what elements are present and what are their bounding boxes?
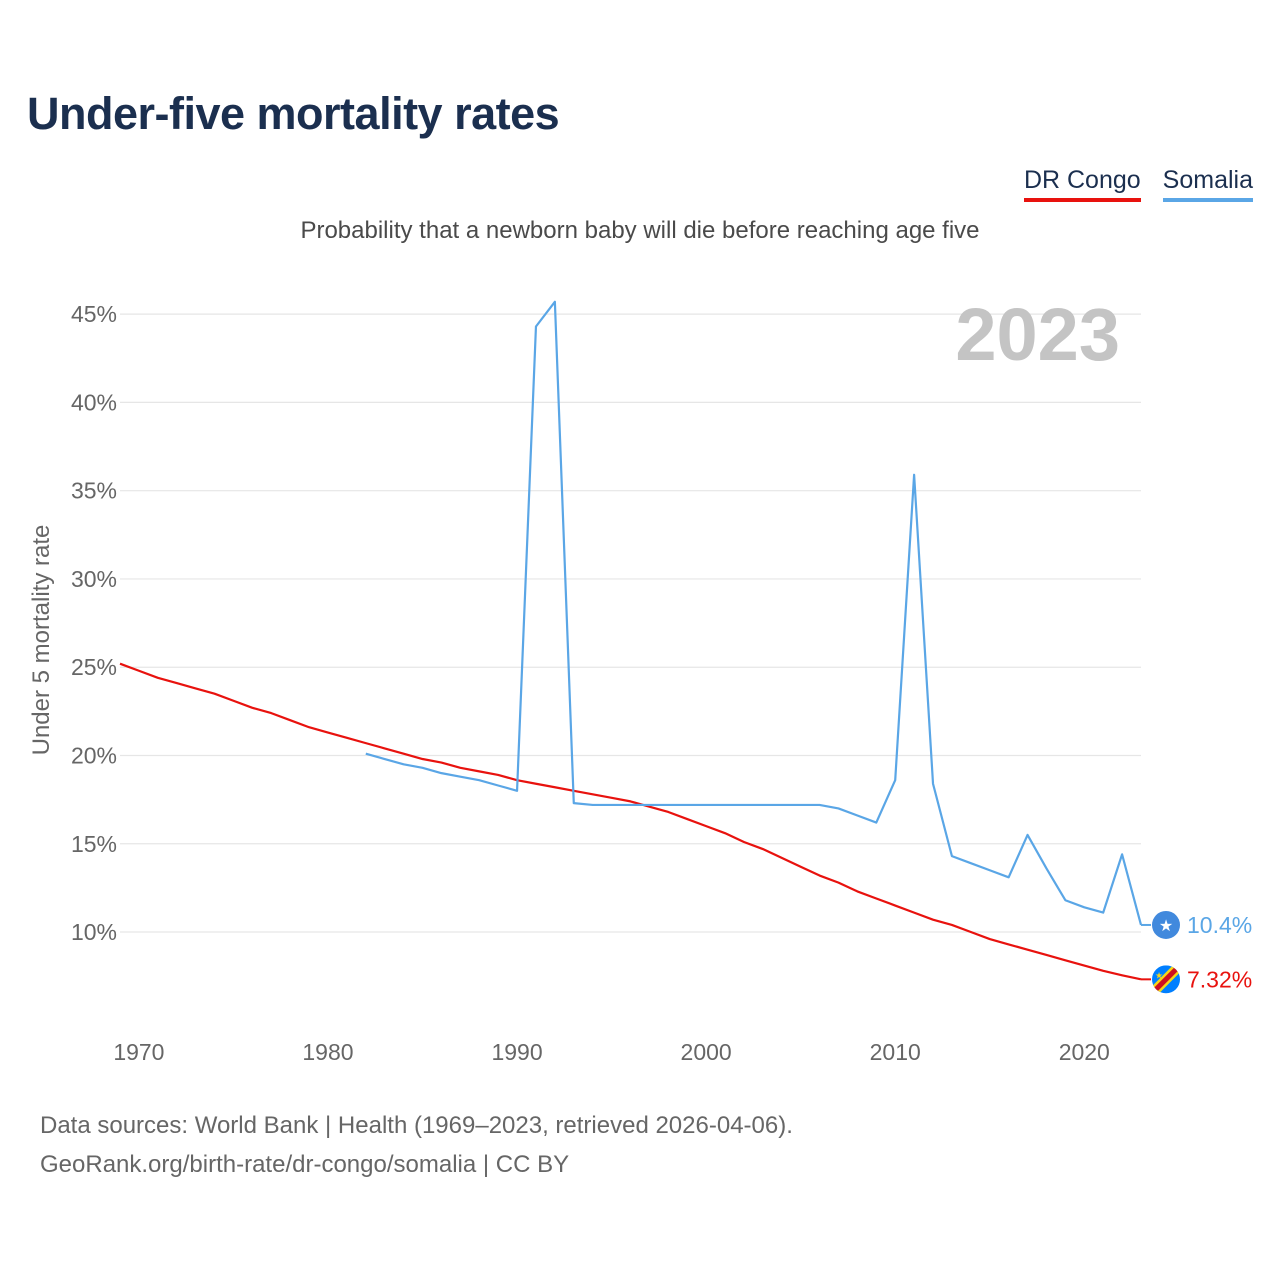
sources-line-2[interactable]: GeoRank.org/birth-rate/dr-congo/somalia … [40,1151,570,1178]
series-line-dr-congo[interactable] [119,662,1142,981]
x-axis-ticks: 1970 1980 1990 2000 2010 2020 [113,1039,1110,1065]
gridlines [120,313,1141,933]
chart-title: Under-five mortality rates [27,88,560,139]
y-tick-label: 15% [71,831,117,857]
x-tick-label: 2020 [1059,1039,1110,1065]
legend-item-somalia[interactable]: Somalia [1162,166,1253,202]
y-tick-label: 40% [71,389,117,415]
x-tick-label: 2010 [870,1039,921,1065]
sources-line-1: Data sources: World Bank | Health (1969–… [40,1112,793,1139]
dr-congo-flag-icon: ★ [1152,965,1180,994]
star-icon: ★ [1159,918,1173,935]
x-tick-label: 1990 [491,1039,542,1065]
legend-item-dr-congo[interactable]: DR Congo [1023,166,1141,202]
x-tick-label: 2000 [681,1039,732,1065]
end-value-label-somalia: 10.4% [1187,912,1252,938]
y-tick-label: 10% [71,919,117,945]
y-tick-label: 25% [71,654,117,680]
somalia-flag-icon [1152,910,1180,939]
data-sources: Data sources: World Bank | Health (1969–… [40,1106,793,1184]
y-tick-label: 35% [71,478,117,504]
star-icon: ★ [1155,970,1163,980]
series-lines [119,300,1143,981]
year-badge: 2023 [955,293,1120,376]
x-tick-label: 1980 [302,1039,353,1065]
y-tick-label: 20% [71,742,117,768]
legend: DR Congo Somalia [1023,166,1253,202]
y-tick-label: 45% [71,301,117,327]
chart-subtitle: Probability that a newborn baby will die… [300,217,980,244]
x-tick-label: 1970 [113,1039,164,1065]
series-line-somalia[interactable] [365,300,1143,926]
y-tick-label: 30% [71,566,117,592]
y-axis-ticks: 10% 15% 20% 25% 30% 35% 40% 45% [71,301,117,945]
end-markers: ★ 7.32% ★ 10.4% [1141,910,1252,994]
end-value-label-dr-congo: 7.32% [1187,966,1252,992]
